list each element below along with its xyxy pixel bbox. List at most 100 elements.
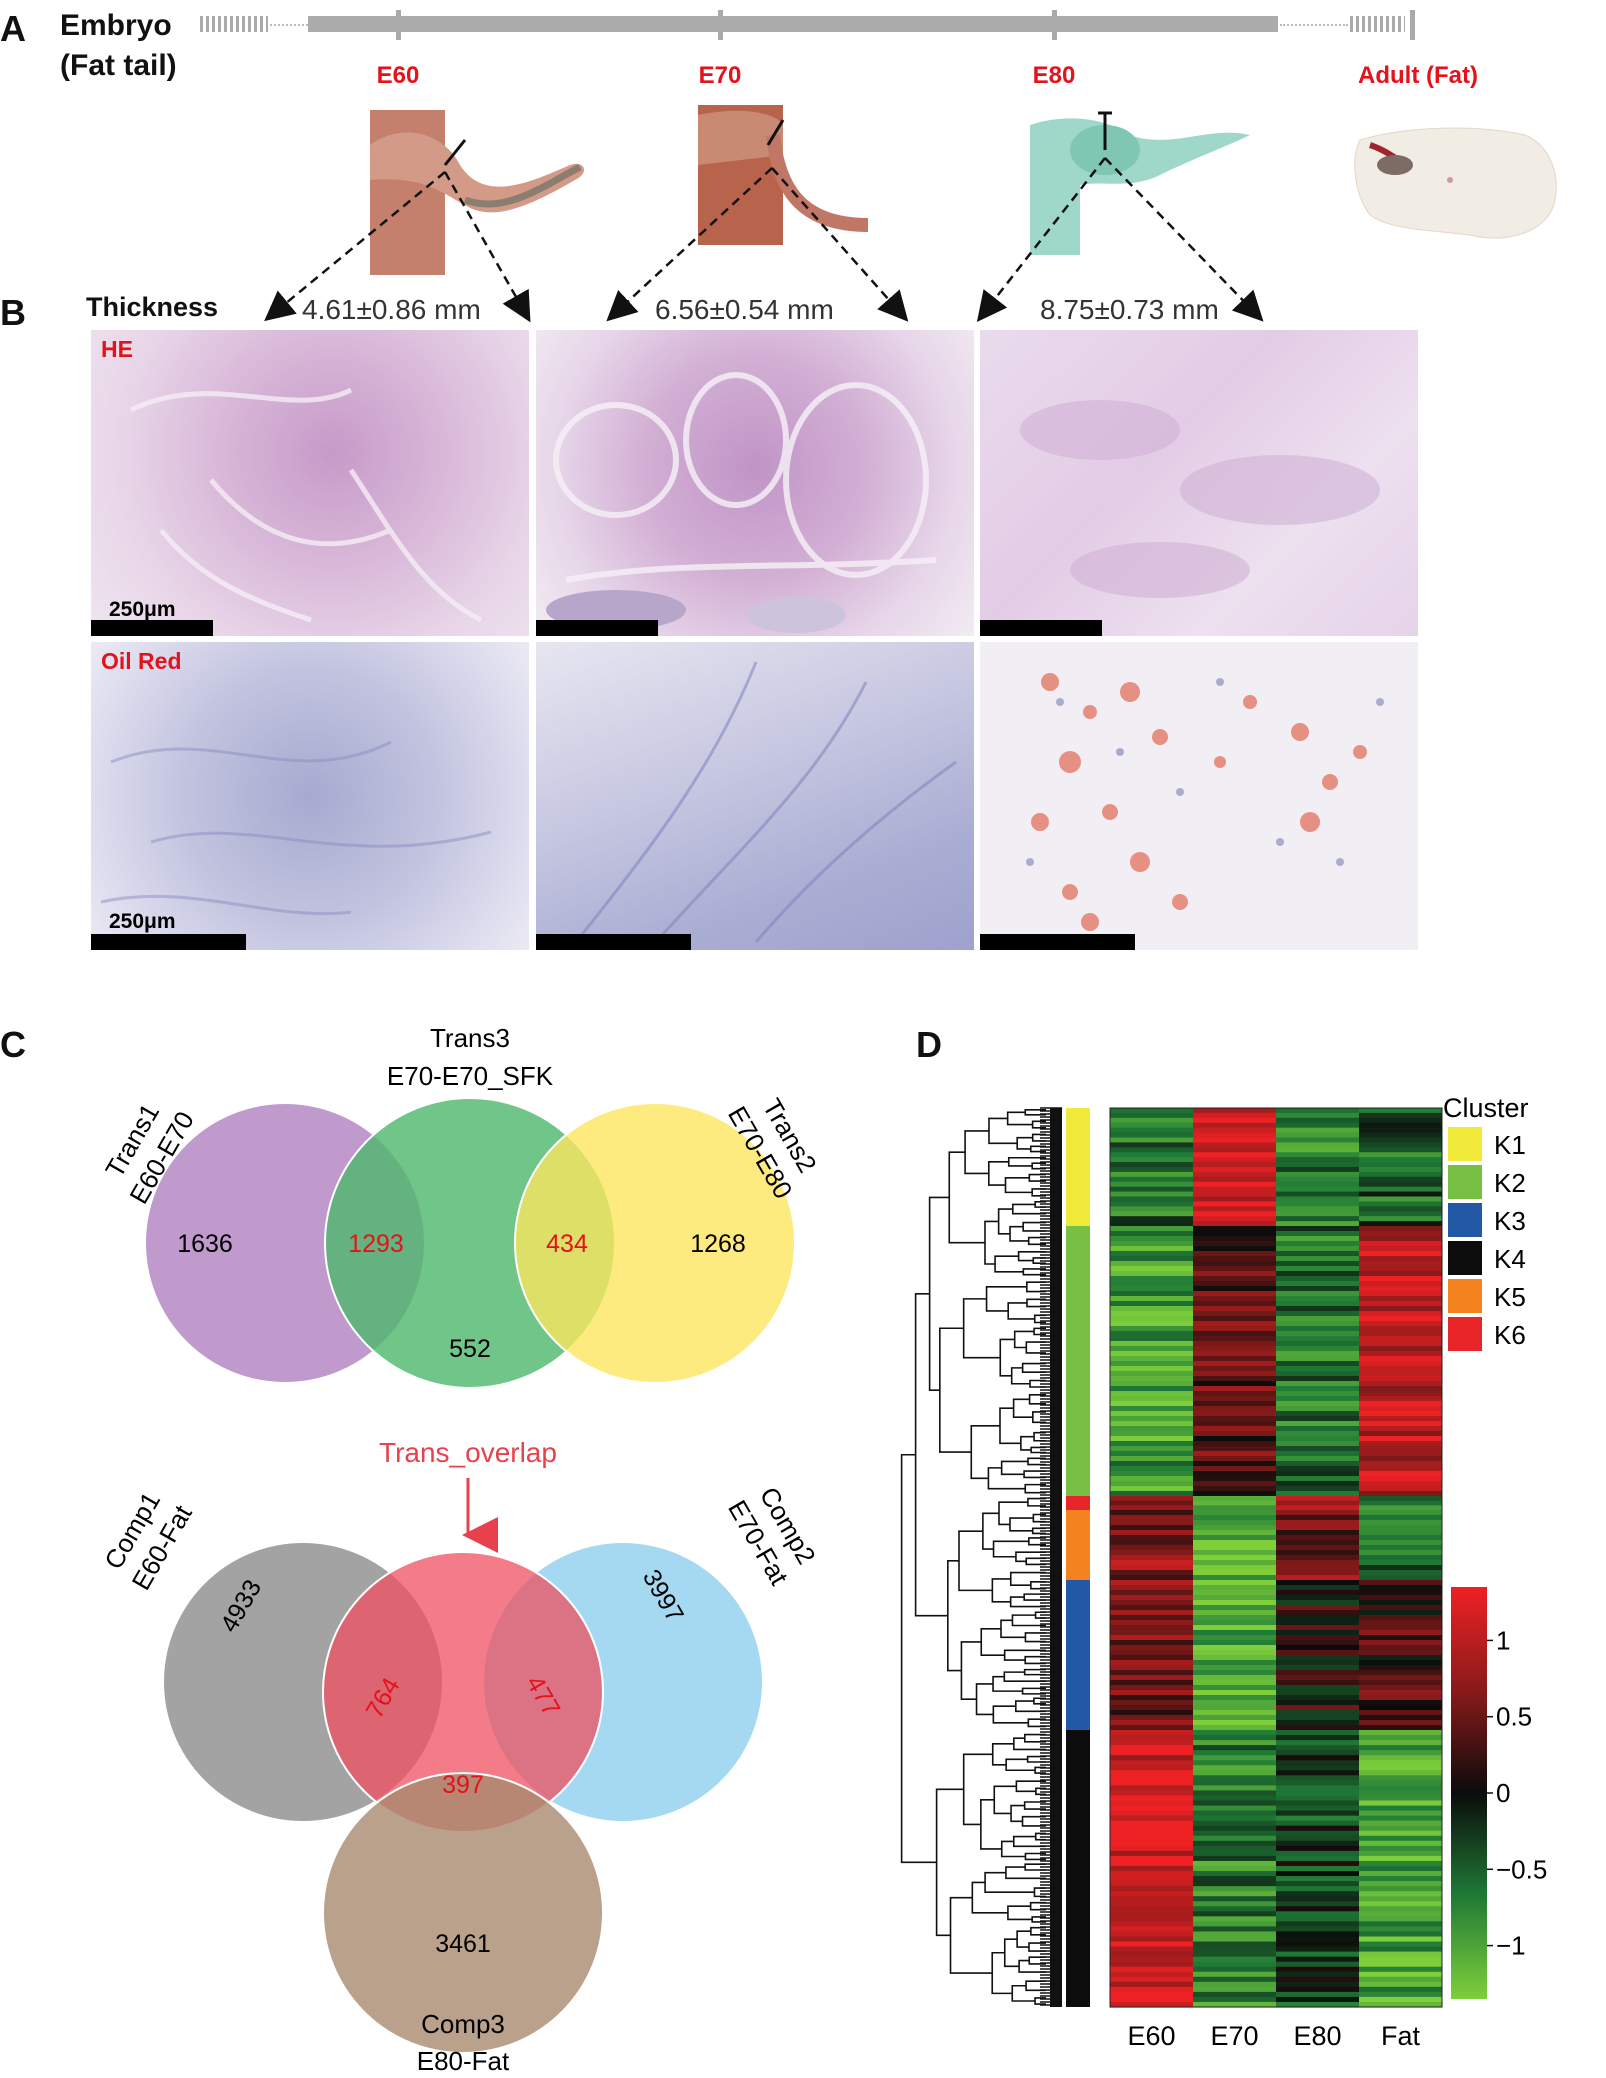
heatmap-cell (1110, 1466, 1193, 1472)
heatmap-cell (1193, 1346, 1276, 1352)
heatmap-cell (1110, 1765, 1193, 1771)
heatmap-cell (1359, 1281, 1442, 1287)
heatmap-cell (1110, 1946, 1193, 1953)
heatmap-cell (1359, 1341, 1442, 1347)
heatmap-cell (1276, 1137, 1359, 1144)
dendrogram-branch (1032, 1257, 1046, 1265)
heatmap-cell (1359, 1246, 1442, 1252)
adult-fat-photo (1354, 127, 1557, 239)
heatmap-cell (1359, 1525, 1442, 1531)
heatmap-cell (1110, 1835, 1193, 1842)
cluster-bar-k1 (1066, 1108, 1090, 1226)
heatmap-cell (1276, 1921, 1359, 1928)
heatmap-cell (1359, 1590, 1442, 1596)
heatmap-cell (1276, 1625, 1359, 1631)
heatmap-cell (1110, 1871, 1193, 1877)
heatmap-cell (1359, 1152, 1442, 1158)
heatmap-cell (1359, 1640, 1442, 1646)
cluster-legend-title: Cluster (1443, 1093, 1529, 1123)
heatmap-cell (1193, 1326, 1276, 1332)
dendrogram-branch (1005, 1758, 1036, 1772)
heatmap-cell (1110, 1670, 1193, 1676)
heatmap-cell (1110, 1431, 1193, 1437)
heatmap-cell (1193, 1256, 1276, 1262)
heatmap-cell (1110, 1176, 1193, 1183)
heatmap-cell (1359, 1765, 1442, 1771)
venn-comp3-subname: E80-Fat (417, 2046, 510, 2075)
heatmap-cell (1193, 1496, 1276, 1502)
heatmap-cell (1110, 1510, 1193, 1516)
heatmap-cell (1110, 1545, 1193, 1551)
heatmap-cell (1110, 1595, 1193, 1601)
heatmap-cell (1193, 1476, 1276, 1482)
heatmap-cell (1110, 1316, 1193, 1322)
colorbar-tick-label: 1 (1496, 1625, 1510, 1655)
heatmap-cell (1110, 1700, 1193, 1706)
heatmap-cell (1193, 1122, 1276, 1129)
heatmap-cell (1359, 1770, 1442, 1776)
heatmap-cell (1110, 1750, 1193, 1756)
heatmap-cell (1359, 1446, 1442, 1452)
heatmap-cell (1276, 1256, 1359, 1262)
heatmap-cell (1276, 1755, 1359, 1761)
heatmap-cell (1193, 1386, 1276, 1392)
dendrogram-branch (1030, 1446, 1046, 1454)
heatmap-cell (1110, 1886, 1193, 1892)
dendrogram-branch (1013, 1330, 1035, 1349)
heatmap-cell (1276, 1147, 1359, 1153)
heatmap-cell (1193, 1396, 1276, 1402)
heatmap-cell (1359, 1191, 1442, 1198)
heatmap-cell (1276, 1961, 1359, 1968)
he-scale-bar-e70 (536, 620, 658, 636)
heatmap-cell (1110, 1800, 1193, 1807)
heatmap-cell (1276, 1630, 1359, 1636)
dendrogram-branch (1030, 1926, 1046, 1936)
heatmap-cell (1193, 1486, 1276, 1492)
heatmap-cell (1276, 1431, 1359, 1437)
heatmap-cell (1359, 1221, 1442, 1227)
heatmap-cell (1193, 1760, 1276, 1766)
heatmap-cell (1193, 1921, 1276, 1928)
heatmap-cell (1359, 1236, 1442, 1242)
heatmap-cell (1359, 1595, 1442, 1601)
heatmap-cell (1359, 1336, 1442, 1342)
heatmap-cell (1110, 1271, 1193, 1277)
timeline-dash-right (1350, 16, 1405, 32)
heatmap-cell (1359, 1466, 1442, 1472)
dendrogram-branch (1010, 1804, 1025, 1823)
heatmap-cell (1276, 1550, 1359, 1556)
heatmap-cell (1276, 1845, 1359, 1852)
heatmap-cell (1359, 1675, 1442, 1681)
heatmap-cell (1359, 1127, 1442, 1134)
heatmap-cell (1110, 1535, 1193, 1541)
venn-bottom: Trans_overlap Comp1 E60-Fat Comp2 E70-Fa… (98, 1437, 821, 2075)
heatmap-cell (1193, 1466, 1276, 1472)
heatmap-cell (1110, 1901, 1193, 1907)
panel-b-letter: B (0, 292, 26, 333)
oilred-scale-bar-e60 (91, 934, 246, 950)
dendrogram-root (900, 1453, 937, 1864)
heatmap-cell (1110, 1790, 1193, 1797)
dendrogram-branch (1011, 1984, 1036, 2002)
heatmap-cell (1359, 1745, 1442, 1751)
heatmap-cell (1359, 1946, 1442, 1953)
dendrogram-branch (960, 1641, 982, 1700)
he-section-e70 (536, 330, 974, 636)
dendrogram-branch (935, 1788, 964, 1937)
heatmap-cell (1193, 1655, 1276, 1661)
heatmap-cell (1193, 1246, 1276, 1252)
heatmap-cell (1110, 1620, 1193, 1626)
dendrogram-branch (948, 1151, 985, 1244)
cluster-legend-label-k5: K5 (1494, 1282, 1526, 1312)
heatmap-cell (1276, 1171, 1359, 1178)
heatmap-cell (1110, 1296, 1193, 1302)
dendrogram-branch (1007, 1302, 1035, 1320)
heatmap-cell (1193, 1735, 1276, 1741)
heatmap-cell (1110, 1276, 1193, 1282)
cluster-legend-label-k3: K3 (1494, 1206, 1526, 1236)
heatmap-cell (1359, 1570, 1442, 1576)
heatmap-cell (1193, 1446, 1276, 1452)
heatmap-cell (1193, 1901, 1276, 1907)
heatmap-cell (1359, 1881, 1442, 1887)
heatmap-cell (1193, 1850, 1276, 1857)
